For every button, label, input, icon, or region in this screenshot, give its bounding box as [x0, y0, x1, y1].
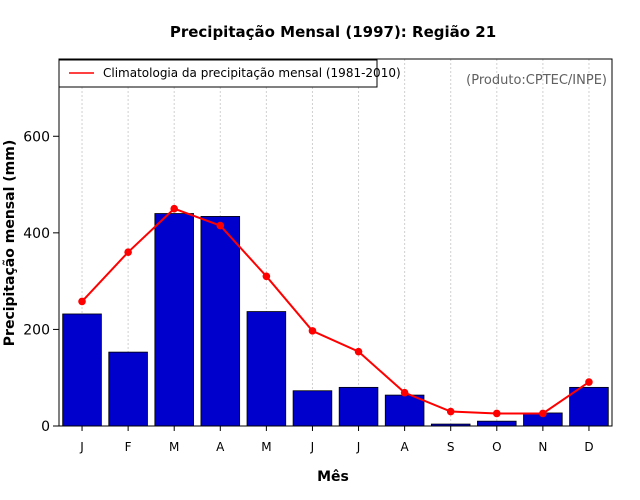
bar [108, 351, 148, 427]
bar [569, 386, 609, 427]
bar [154, 213, 194, 427]
x-tick-label: F [125, 440, 132, 454]
y-tick-label: 200 [23, 322, 50, 338]
bar [338, 386, 379, 427]
x-tick-label: A [216, 440, 225, 454]
climatology-point [400, 388, 409, 397]
bar [62, 313, 102, 427]
x-tick-label: N [538, 440, 547, 454]
plot-frame [58, 58, 613, 427]
x-tick-label: M [261, 440, 271, 454]
x-tick-label: D [584, 440, 593, 454]
climatology-point [170, 204, 179, 213]
climatology-point [262, 272, 271, 281]
bar [292, 390, 333, 427]
climatology-point [308, 327, 317, 335]
x-tick-label: J [356, 440, 361, 454]
legend-label: Climatologia da precipitação mensal (198… [103, 66, 401, 80]
x-tick-label: J [79, 440, 84, 454]
climatology-point [124, 248, 132, 256]
bar [246, 311, 287, 427]
y-tick-label: 400 [23, 226, 50, 242]
climatology-point [539, 409, 547, 418]
legend-box [58, 59, 378, 88]
x-tick-label: A [401, 440, 410, 454]
y-axis-title: Precipitação mensal (mm) [2, 140, 18, 346]
bar [384, 394, 425, 427]
x-tick-label: M [169, 440, 179, 454]
x-axis-title: Mês [317, 469, 349, 485]
climatology-point [216, 221, 225, 230]
bars-layer [62, 213, 609, 427]
credit-label: (Produto:CPTEC/INPE) [466, 73, 607, 88]
climatology-point [492, 409, 501, 418]
climatology-point [446, 407, 455, 416]
climatology-point [78, 297, 86, 306]
legend: Climatologia da precipitação mensal (198… [58, 59, 401, 88]
y-tick-label: 0 [41, 419, 50, 435]
x-tick-label: J [310, 440, 315, 454]
bar [477, 420, 517, 427]
x-tick-label: S [447, 440, 455, 454]
line-layer [78, 204, 593, 418]
y-axis: 0 200 400 600 [23, 129, 59, 435]
bar [200, 216, 241, 427]
chart-title: Precipitação Mensal (1997): Região 21 [170, 23, 496, 41]
climatology-point [354, 347, 363, 356]
x-tick-label: O [492, 440, 501, 454]
climatology-line [81, 207, 590, 415]
climatology-point [585, 378, 593, 386]
y-tick-label: 600 [23, 129, 50, 145]
